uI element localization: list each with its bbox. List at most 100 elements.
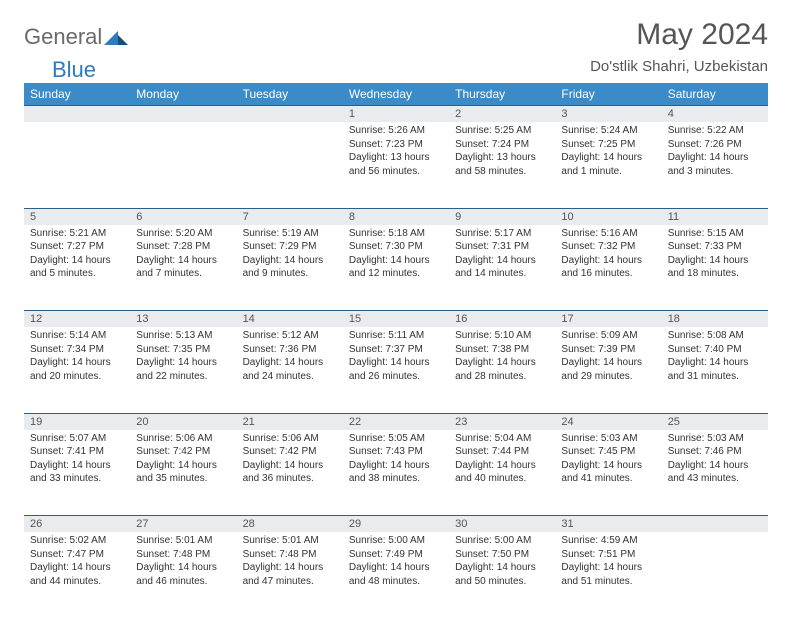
day-number: 5 (24, 209, 130, 225)
day-cell: Sunrise: 5:01 AMSunset: 7:48 PMDaylight:… (237, 532, 343, 592)
sunset-text: Sunset: 7:49 PM (349, 548, 443, 562)
day-header: Tuesday (237, 83, 343, 106)
sunset-text: Sunset: 7:26 PM (668, 138, 762, 152)
day-number: 22 (343, 414, 449, 430)
day-cell: Sunrise: 5:02 AMSunset: 7:47 PMDaylight:… (24, 532, 130, 592)
day-number: 27 (130, 516, 236, 532)
day-number: 23 (449, 414, 555, 430)
day-header: Friday (555, 83, 661, 106)
daylight-text: Daylight: 14 hours and 12 minutes. (349, 254, 443, 281)
day-cell: Sunrise: 5:10 AMSunset: 7:38 PMDaylight:… (449, 327, 555, 387)
sunrise-text: Sunrise: 5:01 AM (243, 534, 337, 548)
week-daynum-row: 567891011 (24, 208, 768, 225)
day-header: Saturday (662, 83, 768, 106)
sunset-text: Sunset: 7:34 PM (30, 343, 124, 357)
day-number: 19 (24, 414, 130, 430)
day-number: 29 (343, 516, 449, 532)
daylight-text: Daylight: 14 hours and 43 minutes. (668, 459, 762, 486)
sunset-text: Sunset: 7:37 PM (349, 343, 443, 357)
sunrise-text: Sunrise: 5:05 AM (349, 432, 443, 446)
sunset-text: Sunset: 7:43 PM (349, 445, 443, 459)
day-cell: Sunrise: 5:00 AMSunset: 7:50 PMDaylight:… (449, 532, 555, 592)
day-number: 17 (555, 311, 661, 327)
day-number: 26 (24, 516, 130, 532)
day-cell: Sunrise: 5:17 AMSunset: 7:31 PMDaylight:… (449, 225, 555, 285)
sunset-text: Sunset: 7:44 PM (455, 445, 549, 459)
daylight-text: Daylight: 14 hours and 18 minutes. (668, 254, 762, 281)
day-cell: Sunrise: 5:06 AMSunset: 7:42 PMDaylight:… (130, 430, 236, 490)
day-header: Sunday (24, 83, 130, 106)
day-cell: Sunrise: 5:25 AMSunset: 7:24 PMDaylight:… (449, 122, 555, 182)
calendar-table: SundayMondayTuesdayWednesdayThursdayFrid… (24, 83, 768, 618)
sunrise-text: Sunrise: 5:00 AM (455, 534, 549, 548)
sunset-text: Sunset: 7:33 PM (668, 240, 762, 254)
day-cell: Sunrise: 5:16 AMSunset: 7:32 PMDaylight:… (555, 225, 661, 285)
daylight-text: Daylight: 14 hours and 36 minutes. (243, 459, 337, 486)
week-content-row: Sunrise: 5:21 AMSunset: 7:27 PMDaylight:… (24, 225, 768, 311)
day-number: 2 (449, 106, 555, 122)
sunrise-text: Sunrise: 5:06 AM (136, 432, 230, 446)
sunset-text: Sunset: 7:31 PM (455, 240, 549, 254)
daylight-text: Daylight: 14 hours and 35 minutes. (136, 459, 230, 486)
day-cell: Sunrise: 5:06 AMSunset: 7:42 PMDaylight:… (237, 430, 343, 490)
day-cell: Sunrise: 5:22 AMSunset: 7:26 PMDaylight:… (662, 122, 768, 182)
week-content-row: Sunrise: 5:14 AMSunset: 7:34 PMDaylight:… (24, 327, 768, 413)
sunrise-text: Sunrise: 5:09 AM (561, 329, 655, 343)
day-number: 4 (662, 106, 768, 122)
sunrise-text: Sunrise: 5:01 AM (136, 534, 230, 548)
sunset-text: Sunset: 7:24 PM (455, 138, 549, 152)
day-cell: Sunrise: 5:26 AMSunset: 7:23 PMDaylight:… (343, 122, 449, 182)
sunrise-text: Sunrise: 5:13 AM (136, 329, 230, 343)
week-daynum-row: 12131415161718 (24, 311, 768, 328)
logo-text-blue: Blue (52, 57, 96, 83)
sunrise-text: Sunrise: 5:26 AM (349, 124, 443, 138)
week-content-row: Sunrise: 5:07 AMSunset: 7:41 PM Daylight:… (24, 430, 768, 516)
sunrise-text: Sunrise: 5:24 AM (561, 124, 655, 138)
daylight-text: Daylight: 14 hours and 5 minutes. (30, 254, 124, 281)
daylight-text: Daylight: 14 hours and 46 minutes. (136, 561, 230, 588)
day-header: Wednesday (343, 83, 449, 106)
daylight-text: Daylight: 14 hours and 48 minutes. (349, 561, 443, 588)
sunrise-text: Sunrise: 5:00 AM (349, 534, 443, 548)
sunrise-text: Sunrise: 5:20 AM (136, 227, 230, 241)
day-cell: Sunrise: 5:00 AMSunset: 7:49 PMDaylight:… (343, 532, 449, 592)
day-cell: Sunrise: 4:59 AMSunset: 7:51 PMDaylight:… (555, 532, 661, 592)
sunrise-text: Sunrise: 5:08 AM (668, 329, 762, 343)
day-cell: Sunrise: 5:11 AMSunset: 7:37 PMDaylight:… (343, 327, 449, 387)
sunset-text: Sunset: 7:39 PM (561, 343, 655, 357)
day-number: 3 (555, 106, 661, 122)
day-number: 18 (662, 311, 768, 327)
sunrise-text: Sunrise: 5:12 AM (243, 329, 337, 343)
daylight-text: Daylight: 14 hours and 44 minutes. (30, 561, 124, 588)
sunrise-text: Sunrise: 5:06 AM (243, 432, 337, 446)
daylight-text: Daylight: 13 hours and 58 minutes. (455, 151, 549, 178)
day-cell: Sunrise: 5:20 AMSunset: 7:28 PMDaylight:… (130, 225, 236, 285)
sunset-text: Sunset: 7:50 PM (455, 548, 549, 562)
daylight-text: Daylight: 14 hours and 28 minutes. (455, 356, 549, 383)
week-daynum-row: 1234 (24, 106, 768, 123)
daylight-text: Daylight: 14 hours and 24 minutes. (243, 356, 337, 383)
sunset-text: Sunset: 7:47 PM (30, 548, 124, 562)
day-number: 21 (237, 414, 343, 430)
sunset-text: Sunset: 7:36 PM (243, 343, 337, 357)
day-number: 9 (449, 209, 555, 225)
sunset-text: Sunset: 7:32 PM (561, 240, 655, 254)
sunset-text: Sunset: 7:29 PM (243, 240, 337, 254)
sunrise-text: Sunrise: 5:22 AM (668, 124, 762, 138)
day-cell: Sunrise: 5:19 AMSunset: 7:29 PMDaylight:… (237, 225, 343, 285)
daylight-text: Daylight: 14 hours and 26 minutes. (349, 356, 443, 383)
sunset-text: Sunset: 7:40 PM (668, 343, 762, 357)
sunset-text: Sunset: 7:41 PM (30, 445, 124, 459)
day-cell: Sunrise: 5:05 AMSunset: 7:43 PMDaylight:… (343, 430, 449, 490)
week-content-row: Sunrise: 5:02 AMSunset: 7:47 PMDaylight:… (24, 532, 768, 618)
day-number: 10 (555, 209, 661, 225)
day-number: 15 (343, 311, 449, 327)
day-cell: Sunrise: 5:01 AMSunset: 7:48 PMDaylight:… (130, 532, 236, 592)
sunrise-text: Sunrise: 5:21 AM (30, 227, 124, 241)
daylight-text: Daylight: 14 hours and 16 minutes. (561, 254, 655, 281)
daylight-text: Daylight: 14 hours and 41 minutes. (561, 459, 655, 486)
sunrise-text: Sunrise: 5:10 AM (455, 329, 549, 343)
logo-text-general: General (24, 24, 102, 50)
day-number: 31 (555, 516, 661, 532)
sunrise-text: Sunrise: 5:07 AM (30, 432, 124, 446)
